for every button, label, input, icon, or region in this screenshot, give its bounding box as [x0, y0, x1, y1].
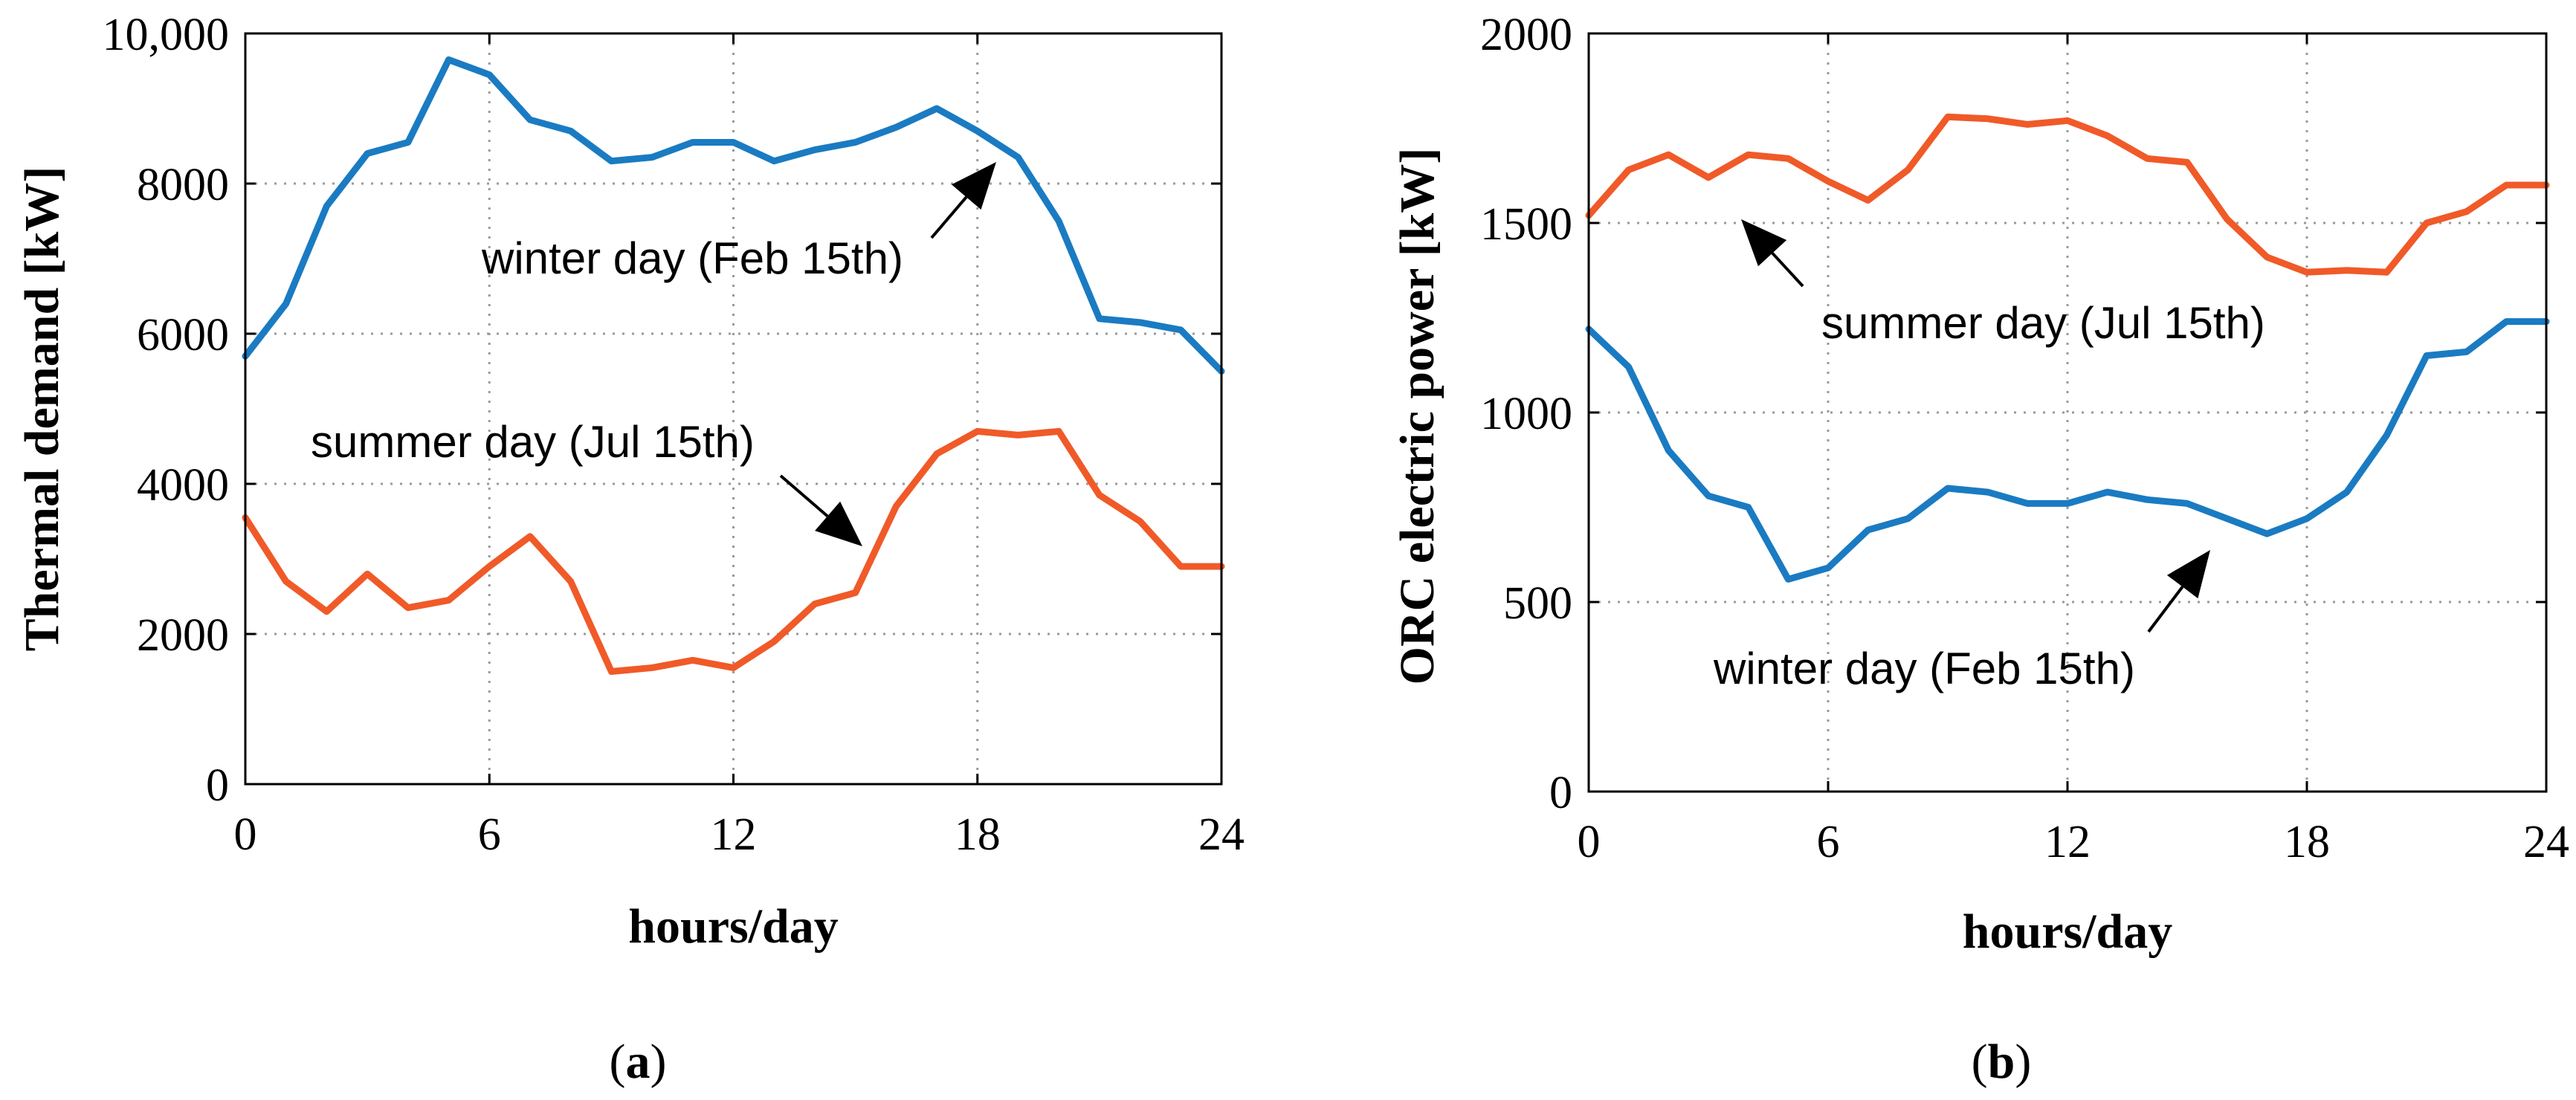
annotation-arrowhead [2166, 550, 2210, 599]
panel-caption-letter: b [1988, 1035, 2015, 1089]
y-tick-label: 6000 [137, 310, 229, 360]
x-tick-label: 24 [2523, 817, 2569, 867]
annotation-arrow [1771, 252, 1804, 288]
series-line-1 [1585, 113, 2550, 276]
annotation-label: winter day (Feb 15th) [1713, 644, 2135, 693]
x-tick-label: 24 [1198, 809, 1245, 860]
panel-caption-letter: a [626, 1035, 651, 1089]
y-tick-label: 10,000 [103, 10, 230, 60]
x-axis-label: hours/day [628, 899, 838, 954]
y-axis-label: ORC electric power [kW] [1390, 148, 1444, 685]
x-tick-label: 12 [2044, 817, 2091, 867]
chart-panel-a: 0 6 12 18 24 0 2000 4000 6000 8000 10,000 Thermal d… [15, 10, 1245, 1089]
annotation-label: summer day (Jul 15th) [311, 417, 755, 467]
annotation-arrow [779, 474, 829, 517]
panel-caption: (b) [1972, 1035, 2032, 1089]
y-tick-label: 1000 [1480, 389, 1572, 439]
y-tick-label: 0 [1549, 768, 1572, 818]
annotation-arrowhead [951, 162, 996, 210]
annotation-label: winter day (Feb 15th) [481, 233, 903, 283]
series-line-1 [242, 56, 1225, 375]
y-tick-label: 2000 [137, 610, 229, 661]
annotation-arrow [930, 195, 968, 239]
y-tick-label: 1500 [1480, 199, 1572, 250]
x-tick-label: 0 [1578, 817, 1601, 867]
x-axis-label: hours/day [1963, 905, 2172, 959]
x-tick-label: 6 [478, 809, 501, 860]
series-line-2 [242, 427, 1225, 675]
x-tick-label: 0 [234, 809, 257, 860]
annotation-arrowhead [815, 501, 862, 546]
x-tick-label: 18 [955, 809, 1001, 860]
y-tick-label: 2000 [1480, 10, 1572, 60]
y-tick-label: 4000 [137, 460, 229, 511]
y-tick-label: 0 [206, 760, 229, 811]
y-tick-label: 500 [1503, 578, 1572, 629]
x-tick-label: 6 [1817, 817, 1840, 867]
x-tick-label: 12 [711, 809, 757, 860]
series-line-2 [1585, 318, 2550, 583]
annotation-arrow [2147, 586, 2184, 633]
annotation-arrowhead [1741, 219, 1787, 267]
y-tick-label: 8000 [137, 160, 229, 210]
x-tick-label: 18 [2284, 817, 2330, 867]
chart-panel-b: 0 6 12 18 24 0 500 1000 1500 2000 ORC electric pow… [1390, 10, 2569, 1089]
y-axis-label: Thermal demand [kW] [15, 166, 69, 652]
annotation-label: summer day (Jul 15th) [1821, 298, 2265, 348]
panel-caption: (a) [610, 1035, 667, 1089]
